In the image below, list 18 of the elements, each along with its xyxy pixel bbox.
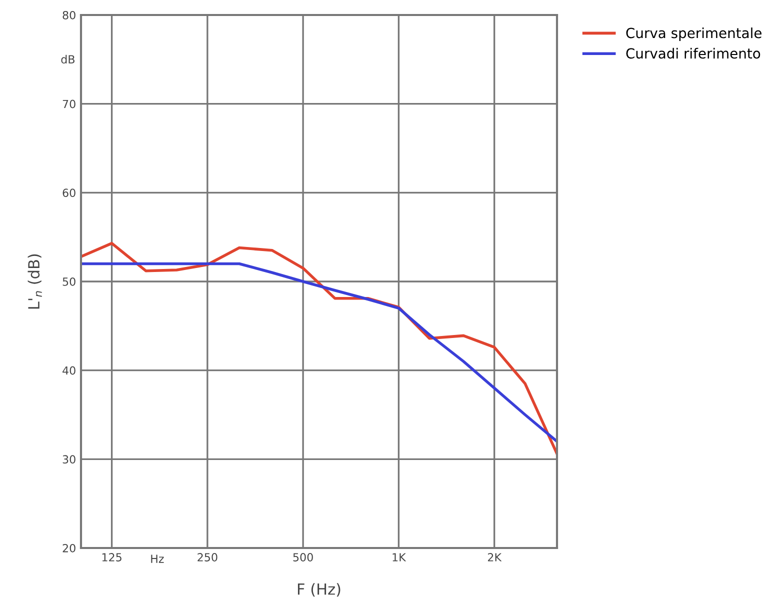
text: Hz	[151, 554, 164, 563]
x-tick-label: 250	[198, 553, 218, 562]
y-tick-label: 30	[62, 455, 76, 464]
y-tick-label: 50	[62, 277, 76, 286]
y-tick-label: 20	[62, 544, 76, 552]
x-tick-label: 2K	[488, 553, 502, 562]
legend-label: Curvadi riferimento	[626, 48, 760, 59]
y-tick-label: 80	[62, 10, 76, 20]
text: dB	[61, 54, 74, 64]
x-tick-label: 125	[102, 553, 122, 562]
x-tick-label: 1K	[392, 553, 406, 562]
x-tick-label: 500	[293, 553, 313, 562]
x-axis-title: F (Hz)	[298, 583, 340, 597]
legend-label: Curva sperimentale	[626, 28, 762, 41]
y-tick-label: 40	[62, 366, 76, 375]
y-axis-title: L'$_{n}$ (dB)	[28, 254, 42, 309]
y-tick-label: 70	[62, 100, 76, 108]
y-tick-label: 60	[62, 188, 76, 198]
